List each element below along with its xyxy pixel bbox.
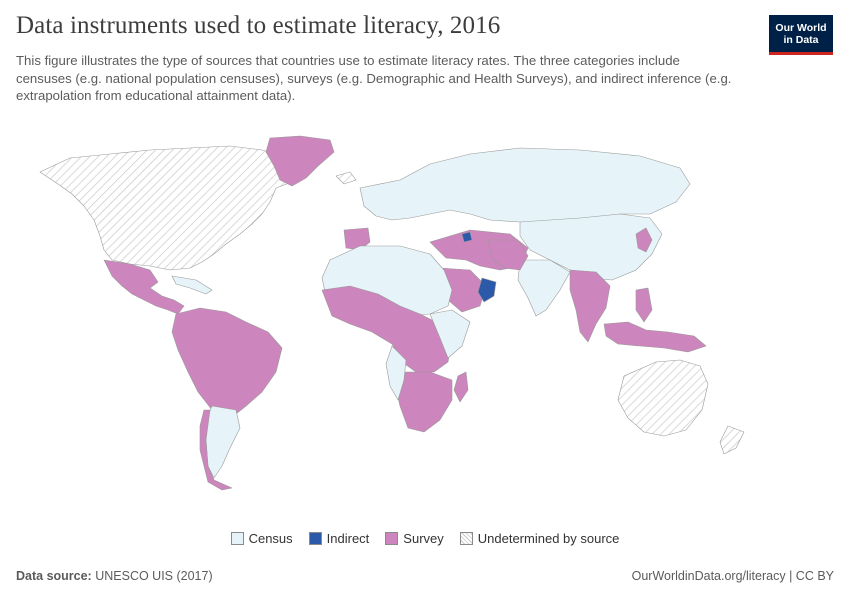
region-caribbean[interactable] [171,275,213,295]
region-africa-south[interactable] [395,371,453,433]
logo-line-2: in Data [783,33,819,46]
chart-subtitle: This figure illustrates the type of sour… [16,53,732,103]
region-southern-cone[interactable] [205,405,241,479]
legend-item-survey[interactable]: Survey [385,531,444,546]
logo-line-1: Our World [775,21,827,34]
legend-item-undetermined[interactable]: Undetermined by source [459,531,620,546]
region-north-america[interactable] [39,145,301,271]
world-map[interactable] [0,110,850,510]
legend-swatch-indirect [308,532,322,545]
region-africa-west-central[interactable] [321,285,453,373]
data-source-label: Data source: [16,569,92,583]
legend-swatch-undetermined [459,532,473,545]
region-greenland[interactable] [265,135,335,187]
legend-label-undetermined: Undetermined by source [477,531,620,546]
data-source: Data source: UNESCO UIS (2017) [16,569,213,583]
region-oman[interactable] [477,277,497,303]
legend-label-indirect: Indirect [326,531,370,546]
region-new-zealand[interactable] [719,425,745,455]
legend-swatch-census [230,532,244,545]
legend-item-census[interactable]: Census [230,531,293,546]
source-link[interactable]: OurWorldinData.org/literacy | CC BY [631,569,834,583]
region-philippines[interactable] [635,287,653,323]
region-india[interactable] [517,259,571,317]
region-madagascar[interactable] [453,371,469,403]
region-south-america[interactable] [171,307,283,419]
legend-item-indirect[interactable]: Indirect [308,531,370,546]
legend-swatch-survey [385,532,399,545]
region-iceland[interactable] [335,171,357,185]
region-azerbaijan[interactable] [461,231,473,243]
region-pakistan-afghanistan[interactable] [487,239,529,271]
legend-label-census: Census [248,531,293,546]
data-source-value: UNESCO UIS (2017) [95,569,213,583]
legend-label-survey: Survey [403,531,444,546]
region-africa-east[interactable] [429,309,471,359]
map-legend: Census Indirect Survey Undetermined by s… [0,531,850,546]
region-southeast-asia[interactable] [569,269,611,343]
region-angola-namibia[interactable] [385,345,407,401]
chart-title: Data instruments used to estimate litera… [16,12,501,39]
region-korea-japan[interactable] [635,227,653,253]
region-central-asia-china[interactable] [519,213,663,281]
region-russia-europe[interactable] [359,147,691,223]
region-australia[interactable] [617,359,709,437]
region-chile[interactable] [199,409,233,491]
region-mexico-central-america[interactable] [103,259,185,315]
region-indonesia[interactable] [603,321,707,353]
owid-logo[interactable]: Our World in Data [769,15,833,55]
